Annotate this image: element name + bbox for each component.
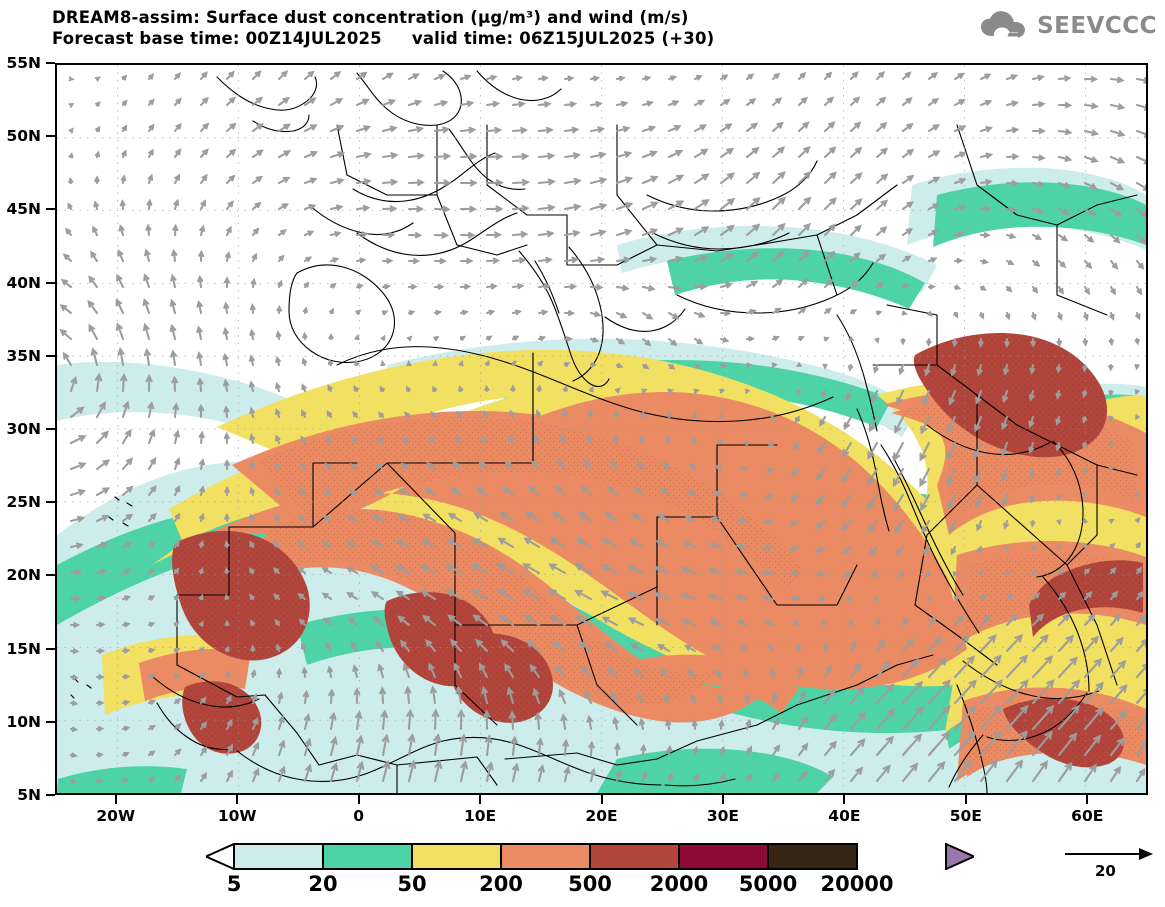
wind-reference-arrow-icon [1065,848,1153,860]
colorbar-tick-label: 50 [397,872,427,896]
latitude-tick-mark [46,135,55,138]
latitude-tick-label: 40N [6,273,41,292]
latitude-tick-label: 55N [6,54,41,72]
colorbar-band [411,843,502,870]
wind-scale-key: 20 [1063,846,1158,891]
chart-title: DREAM8-assim: Surface dust concentration… [52,8,689,27]
latitude-tick-mark [46,281,55,284]
latitude-tick-label: 10N [6,712,41,731]
colorbar-tick-label: 200 [479,872,523,896]
longitude-tick-label: 60E [1071,807,1104,825]
latitude-tick-label: 50N [6,127,41,146]
longitude-tick-mark [1086,795,1089,804]
forecast-base-time: Forecast base time: 00Z14JUL2025 [52,29,382,48]
latitude-tick-mark [46,647,55,650]
longitude-tick-label: 20W [96,807,136,825]
colorbar-over-arrow [945,843,974,870]
colorbar-tick-label: 500 [568,872,612,896]
longitude-tick-label: 0 [353,807,365,825]
latitude-tick-label: 5N [17,786,41,804]
latitude-tick-mark [46,794,55,796]
latitude-tick-label: 25N [6,493,41,512]
header: DREAM8-assim: Surface dust concentration… [0,0,1165,58]
colorbar-under-arrow [206,843,235,870]
latitude-tick-label: 35N [6,346,41,365]
colorbar-swatches [206,843,974,870]
longitude-tick-mark [843,795,846,804]
latitude-tick-mark [46,428,55,430]
latitude-tick-label: 20N [6,566,41,585]
colorbar-tick-label: 2000 [649,872,709,896]
latitude-tick-label: 30N [6,420,41,438]
dust-concentration-map [57,65,1146,793]
latitude-tick-mark [46,501,55,504]
cloud-icon [981,11,1026,38]
colorbar-band [589,843,680,870]
latitude-tick-mark [46,720,55,723]
longitude-tick-label: 30E [706,807,740,825]
wind-vector-field [59,70,1146,784]
colorbar-band [678,843,769,870]
longitude-tick-mark [964,795,967,804]
colorbar-tick-label: 5000 [738,872,798,896]
latitude-tick-label: 15N [6,639,41,658]
longitude-tick-label: 10W [217,807,257,825]
longitude-axis: 20W 10W 0 10E 20E 30E 40E 50E 60E [0,795,1165,835]
map-plot-area[interactable] [55,63,1148,795]
chart-subtitle: Forecast base time: 00Z14JUL2025 valid ti… [52,28,714,49]
colorbar-tick-label: 20 [308,872,338,896]
longitude-tick-label: 10E [463,807,497,825]
longitude-tick-mark [600,795,603,804]
wind-key-label: 20 [1095,862,1116,880]
longitude-tick-label: 50E [949,807,982,825]
colorbar-band [322,843,413,870]
seevccc-logo: SEEVCCC [980,10,1157,42]
latitude-tick-mark [46,574,55,577]
longitude-tick-mark [357,795,360,804]
colorbar-band [233,843,324,870]
longitude-tick-label: 20E [585,807,618,825]
colorbar-band [767,843,858,870]
latitude-tick-mark [46,208,55,211]
latitude-axis: 5N 10N 15N 20N 25N 30N 35N 40N 45N 50N 55N [0,0,55,907]
colorbar[interactable]: 5 20 50 200 500 2000 5000 20000 [206,843,974,896]
longitude-tick-mark [236,795,239,804]
title-block: DREAM8-assim: Surface dust concentration… [52,7,714,49]
colorbar-tick-label: 5 [226,872,242,896]
logo-text: SEEVCCC [1037,13,1157,39]
longitude-tick-mark [721,795,724,804]
longitude-tick-mark [114,795,117,804]
valid-time: valid time: 06Z15JUL2025 (+30) [411,29,715,48]
latitude-tick-label: 45N [6,200,41,219]
latitude-tick-mark [46,62,55,64]
longitude-tick-label: 40E [828,807,861,825]
colorbar-tick-label: 20000 [820,872,894,896]
colorbar-band [500,843,591,870]
longitude-tick-mark [479,795,482,804]
latitude-tick-mark [46,354,55,357]
